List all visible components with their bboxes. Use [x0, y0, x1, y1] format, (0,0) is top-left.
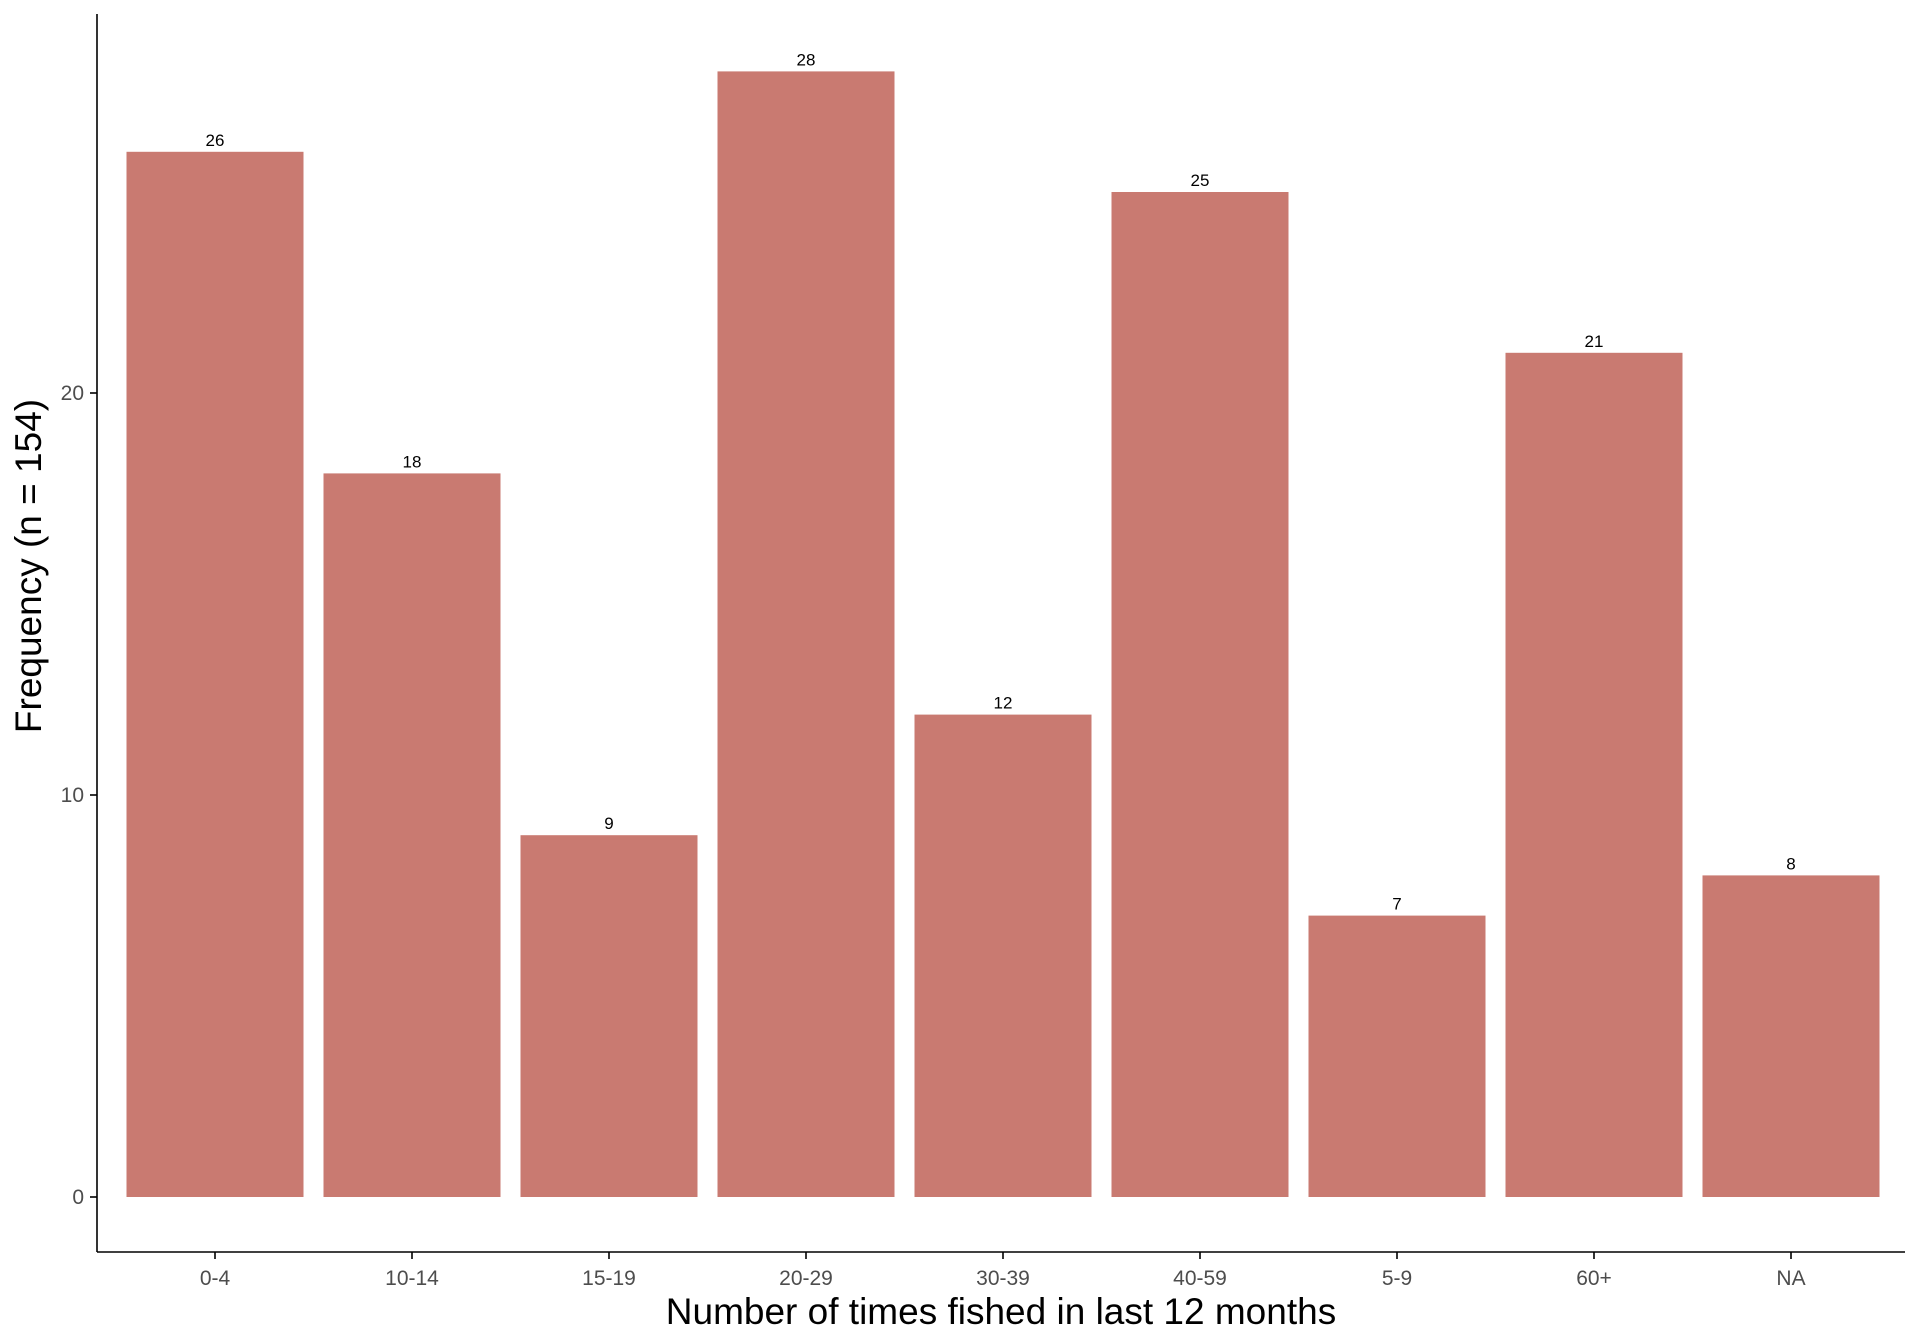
data-label-NA: 8 — [1786, 854, 1795, 873]
bar-10-14 — [323, 473, 501, 1197]
bar-0-4 — [126, 151, 304, 1197]
bar-40-59 — [1111, 192, 1289, 1197]
x-tick-label-0-4: 0-4 — [200, 1267, 231, 1290]
data-label-40-59: 25 — [1191, 171, 1210, 190]
x-tick-label-5-9: 5-9 — [1382, 1267, 1412, 1290]
x-tick-label-30-39: 30-39 — [976, 1267, 1030, 1290]
y-tick-label-20: 20 — [61, 382, 84, 405]
data-label-30-39: 12 — [994, 694, 1013, 713]
bar-60+ — [1505, 352, 1683, 1197]
data-label-20-29: 28 — [797, 50, 816, 69]
x-tick-label-15-19: 15-19 — [582, 1267, 636, 1290]
bars-group — [126, 71, 1880, 1197]
x-tick-label-NA: NA — [1776, 1267, 1805, 1290]
x-tick-label-20-29: 20-29 — [779, 1267, 833, 1290]
x-tick-label-60+: 60+ — [1576, 1267, 1612, 1290]
data-label-5-9: 7 — [1392, 895, 1401, 914]
data-label-0-4: 26 — [206, 131, 225, 150]
y-axis-title: Frequency (n = 154) — [8, 399, 49, 733]
bar-15-19 — [520, 835, 698, 1197]
y-tick-label-10: 10 — [61, 784, 84, 807]
x-tick-label-10-14: 10-14 — [385, 1267, 439, 1290]
x-axis-title: Number of times fished in last 12 months — [666, 1291, 1336, 1332]
y-tick-label-0: 0 — [72, 1186, 84, 1209]
y-axis-ticks: 0 10 20 — [61, 382, 97, 1209]
data-label-15-19: 9 — [604, 814, 613, 833]
bar-30-39 — [914, 714, 1092, 1197]
data-label-10-14: 18 — [403, 452, 422, 471]
x-axis-ticks: 0-4 10-14 15-19 20-29 30-39 40-59 5-9 60+ NA — [200, 1252, 1806, 1290]
data-label-60+: 21 — [1585, 332, 1604, 351]
bar-NA — [1702, 875, 1880, 1197]
x-tick-label-40-59: 40-59 — [1173, 1267, 1227, 1290]
bar-5-9 — [1308, 915, 1486, 1197]
data-labels-group: 26 18 9 28 12 25 7 21 8 — [206, 50, 1796, 913]
bar-20-29 — [717, 71, 895, 1197]
